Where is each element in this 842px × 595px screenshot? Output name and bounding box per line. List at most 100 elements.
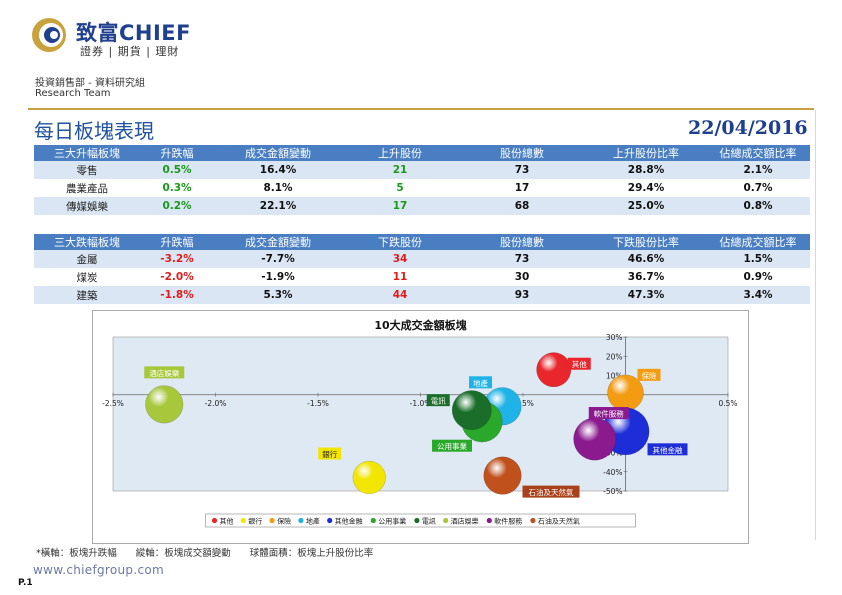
- total-count-cell: 93: [458, 286, 586, 304]
- turnover-share-cell: 0.9%: [743, 271, 773, 283]
- bubble-6: [451, 390, 492, 431]
- x-tick-label: -1.5%: [307, 399, 329, 408]
- team-label: Research Team: [35, 88, 111, 99]
- legend-label: 電訊: [422, 517, 436, 526]
- turnover-share-cell: 0.7%: [743, 182, 773, 194]
- bubble-label-bg: [637, 368, 661, 381]
- bubble-label-bg: [432, 439, 472, 452]
- turnover-change-cell: 16.4%: [214, 161, 342, 179]
- total-count-cell: 73: [458, 250, 586, 268]
- sector-name: 傳媒娛樂: [34, 197, 140, 215]
- brand-name: 致富CHIEF: [76, 21, 191, 45]
- column-header: 成交金額變動: [214, 145, 342, 161]
- column-header: 上升股份: [342, 145, 458, 161]
- top-gainers-table: 三大升幅板塊 升跌幅 成交金額變動 上升股份 股份總數 上升股份比率 佔總成交額…: [34, 145, 810, 215]
- falling-ratio-cell: 46.6%: [586, 250, 706, 268]
- column-header: 股份總數: [458, 234, 586, 250]
- legend-label: 銀行: [248, 517, 262, 526]
- rising-count-cell: 17: [342, 197, 458, 215]
- column-header: 三大升幅板塊: [34, 145, 140, 161]
- right-divider: [815, 110, 816, 540]
- x-tick-label: -2.5%: [102, 399, 124, 408]
- bubble-label: 酒店娛樂: [149, 368, 179, 378]
- legend-label: 石油及天然氣: [538, 517, 580, 526]
- turnover-change-cell: -7.7%: [214, 250, 342, 268]
- turnover-change-cell: -1.9%: [261, 271, 295, 283]
- bubble-label: 地產: [473, 378, 488, 388]
- bubble-chart: 10大成交金額板塊 -2.5%-2.0%-1.5%-1.0%-0.5%0.0%0…: [92, 310, 749, 544]
- header-divider: [28, 108, 814, 110]
- bubble-label-bg: [522, 485, 580, 498]
- legend-marker: [269, 517, 275, 524]
- brand-subtitle: 證券 | 期貨 | 理財: [80, 45, 180, 58]
- legend-label: 其他: [220, 517, 234, 526]
- table-row: 建築 -1.8% 5.3% 44 93 47.3% 3.4%: [34, 286, 810, 304]
- legend-marker: [443, 517, 449, 524]
- turnover-share-cell: 2.1%: [706, 161, 810, 179]
- bubble-label: 軟件服務: [594, 409, 624, 419]
- table-row: 煤炭 -2.0% -1.9% 11 30 36.7% 0.9%: [34, 268, 810, 286]
- legend-label: 保險: [277, 517, 291, 526]
- column-header: 佔總成交額比率: [706, 234, 810, 250]
- table-row: 金屬 -3.2% -7.7% 34 73 46.6% 1.5%: [34, 250, 810, 268]
- x-tick-label: 0.5%: [718, 399, 737, 408]
- legend-marker: [370, 517, 376, 524]
- turnover-change-cell: 8.1%: [263, 182, 293, 194]
- table-row: 農業產品 0.3% 8.1% 5 17 29.4% 0.7%: [34, 179, 810, 197]
- column-header: 三大跌幅板塊: [34, 234, 140, 250]
- legend-label: 公用事業: [378, 517, 406, 526]
- column-header: 成交金額變動: [214, 234, 342, 250]
- bubble-label-bg: [318, 447, 342, 460]
- legend-label: 軟件服務: [494, 517, 522, 526]
- x-tick-label: -1.0%: [410, 399, 432, 408]
- x-tick-label: -2.0%: [205, 399, 227, 408]
- total-count-cell: 68: [458, 197, 586, 215]
- change-cell: 0.3%: [162, 182, 192, 194]
- bubble-1: [352, 460, 386, 495]
- column-header: 下跌股份比率: [586, 234, 706, 250]
- column-header: 佔總成交額比率: [706, 145, 810, 161]
- total-count-cell: 30: [514, 271, 530, 283]
- table-row: 零售 0.5% 16.4% 21 73 28.8% 2.1%: [34, 161, 810, 179]
- bubble-label-bg: [567, 357, 591, 370]
- bubble-label-bg: [588, 407, 629, 420]
- turnover-share-cell: 1.5%: [706, 250, 810, 268]
- change-cell: -3.2%: [140, 250, 214, 268]
- y-tick-label: 10%: [606, 372, 623, 381]
- bubble-label: 其他: [572, 359, 587, 369]
- report-date: 22/04/2016: [688, 117, 808, 139]
- column-header: 下跌股份: [342, 234, 458, 250]
- legend-marker: [298, 517, 304, 524]
- falling-ratio-cell: 36.7%: [627, 271, 665, 283]
- change-cell: 0.5%: [140, 161, 214, 179]
- legend-label: 酒店娛樂: [451, 517, 479, 526]
- sector-name: 煤炭: [76, 271, 98, 284]
- column-header: 升跌幅: [140, 234, 214, 250]
- bubble-0: [536, 352, 572, 388]
- falling-ratio-cell: 47.3%: [586, 286, 706, 304]
- department-label: 投資銷售部 - 資料研究組: [35, 78, 145, 89]
- legend-label: 地產: [306, 517, 320, 526]
- total-count-cell: 17: [514, 182, 530, 194]
- chief-logo-icon: [32, 18, 66, 52]
- bubble-label: 公用事業: [437, 441, 467, 451]
- turnover-change-cell: 5.3%: [214, 286, 342, 304]
- bubble-label-bg: [469, 376, 492, 389]
- bubble-label: 其他金融: [653, 445, 683, 455]
- falling-count-cell: 44: [342, 286, 458, 304]
- bubble-label-bg: [647, 443, 688, 456]
- chart-footnote: *橫軸：板塊升跌幅 縱軸：板塊成交額變動 球體面積：板塊上升股份比率: [36, 548, 374, 559]
- y-tick-label: -30%: [603, 449, 622, 458]
- rising-ratio-cell: 25.0%: [586, 197, 706, 215]
- bubble-7: [145, 385, 184, 424]
- rising-ratio-cell: 28.8%: [586, 161, 706, 179]
- sector-name: 農業產品: [66, 182, 108, 195]
- x-tick-label: -0.5%: [512, 399, 534, 408]
- legend-marker: [240, 517, 246, 524]
- top-losers-table: 三大跌幅板塊 升跌幅 成交金額變動 下跌股份 股份總數 下跌股份比率 佔總成交額…: [34, 234, 810, 304]
- website-link[interactable]: www.chiefgroup.com: [33, 563, 164, 577]
- column-header: 上升股份比率: [586, 145, 706, 161]
- y-tick-label: 30%: [606, 333, 623, 342]
- legend-marker: [486, 517, 492, 524]
- table-header-row: 三大跌幅板塊 升跌幅 成交金額變動 下跌股份 股份總數 下跌股份比率 佔總成交額…: [34, 234, 810, 250]
